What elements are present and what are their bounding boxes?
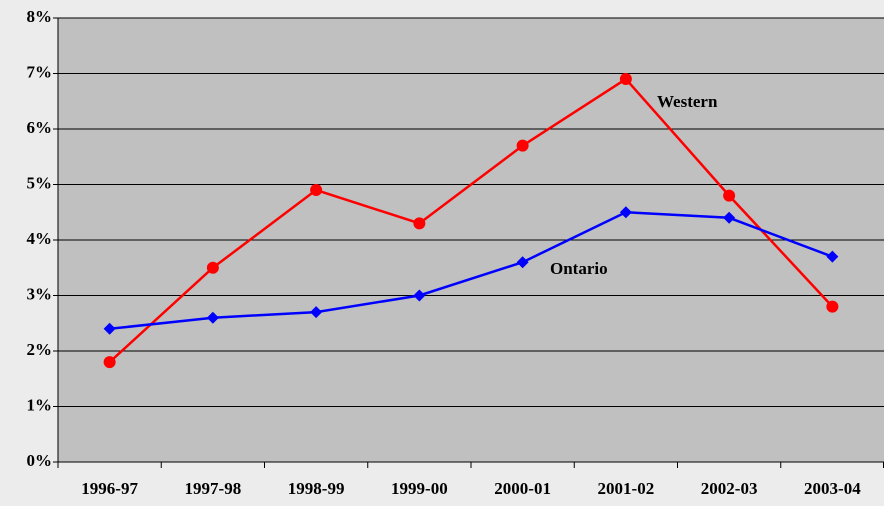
y-tick-label: 3% [27,284,53,303]
x-tick-label: 2003-04 [804,479,861,498]
x-tick-label: 2002-03 [701,479,758,498]
point [516,139,529,152]
point [103,356,116,369]
point [413,289,426,302]
point [310,184,323,197]
point [619,73,632,86]
point [826,300,839,313]
y-tick-label: 8% [27,7,53,26]
point [206,261,219,274]
x-tick-label: 1997-98 [185,479,242,498]
y-tick-label: 5% [27,173,53,192]
point [310,306,323,319]
point [103,322,116,335]
y-tick-label: 0% [27,451,53,470]
y-tick-label: 4% [27,229,53,248]
point [206,311,219,324]
point [619,206,632,219]
x-tick-label: 1998-99 [288,479,345,498]
x-tick-label: 1996-97 [81,479,138,498]
series-label: Western [657,92,718,111]
y-tick-label: 6% [27,118,53,137]
series-line [109,210,833,331]
series-line [108,77,834,364]
point [413,217,426,230]
y-tick-label: 2% [27,340,53,359]
point [723,211,736,224]
y-tick-label: 1% [27,395,53,414]
x-tick-label: 2000-01 [494,479,551,498]
point [826,250,839,263]
series-label: Ontario [550,259,608,278]
point [516,256,529,269]
point [723,189,736,202]
x-tick-label: 1999-00 [391,479,448,498]
x-tick-label: 2001-02 [598,479,655,498]
y-tick-label: 7% [27,62,53,81]
